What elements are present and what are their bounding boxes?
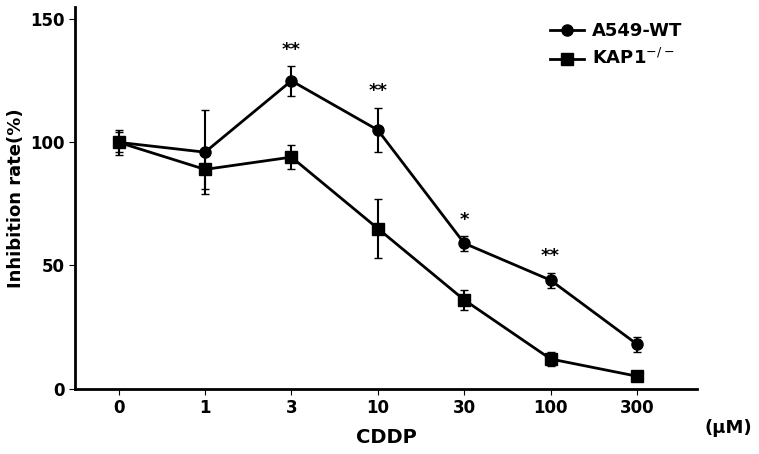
Y-axis label: Inhibition rate(%): Inhibition rate(%) (7, 108, 25, 287)
Legend: A549-WT, KAP1$^{-/-}$: A549-WT, KAP1$^{-/-}$ (543, 15, 689, 75)
Text: **: ** (541, 247, 560, 266)
Text: **: ** (368, 83, 387, 100)
Text: (μM): (μM) (704, 419, 752, 437)
X-axis label: CDDP: CDDP (356, 428, 417, 447)
Text: *: * (459, 211, 469, 228)
Text: **: ** (282, 41, 301, 59)
